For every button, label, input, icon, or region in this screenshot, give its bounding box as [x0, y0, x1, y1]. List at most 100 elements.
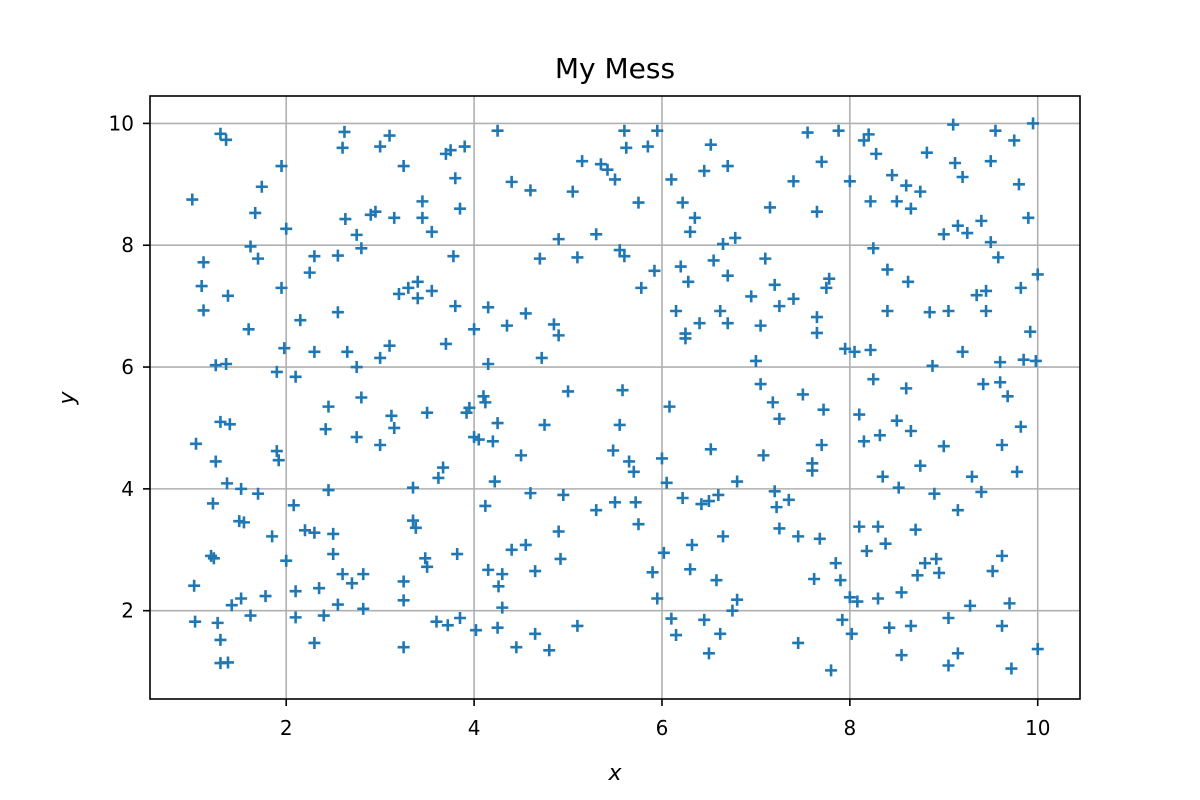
data-point	[796, 388, 809, 401]
data-point	[698, 164, 711, 177]
x-tick-label: 2	[280, 716, 293, 740]
data-point	[712, 488, 725, 501]
data-point	[270, 445, 283, 458]
data-point	[808, 573, 821, 586]
data-point	[221, 477, 234, 490]
data-point	[477, 390, 490, 403]
data-point	[278, 342, 291, 355]
data-point	[1031, 643, 1044, 656]
data-point	[407, 514, 420, 527]
axis-ticks: 2 4 6 8 10 2 4 6 8 10	[109, 111, 1051, 740]
data-point	[714, 305, 727, 318]
data-point	[388, 421, 401, 434]
data-point	[454, 202, 466, 215]
data-point	[392, 287, 405, 300]
data-point	[961, 227, 974, 240]
data-point	[684, 563, 697, 576]
data-point	[242, 323, 255, 336]
data-point	[613, 244, 626, 257]
data-point	[444, 144, 457, 157]
data-point	[620, 141, 633, 154]
data-point	[552, 329, 565, 342]
data-point	[616, 384, 629, 397]
data-point	[482, 358, 495, 370]
data-point	[782, 493, 795, 506]
data-point	[813, 532, 826, 545]
data-point	[336, 568, 349, 581]
data-point	[980, 284, 993, 297]
data-point	[820, 281, 833, 294]
data-point	[421, 406, 434, 419]
data-point	[397, 575, 410, 588]
data-point	[881, 263, 894, 276]
data-point	[857, 134, 870, 147]
data-point	[463, 401, 476, 414]
data-point	[496, 568, 509, 581]
data-point	[479, 499, 492, 512]
data-point	[670, 629, 683, 642]
data-point	[843, 591, 856, 604]
data-point	[853, 520, 866, 533]
data-point	[552, 233, 565, 246]
data-point	[451, 548, 464, 561]
data-point	[900, 179, 913, 192]
data-point	[686, 538, 699, 551]
data-point	[806, 457, 819, 470]
data-point	[189, 615, 202, 628]
data-point	[836, 613, 849, 626]
data-point	[1014, 281, 1027, 294]
data-point	[665, 612, 678, 625]
data-point	[220, 358, 233, 370]
data-point	[221, 656, 234, 669]
data-point	[275, 281, 288, 294]
data-point	[374, 439, 387, 452]
data-point	[965, 470, 978, 483]
data-point	[479, 396, 492, 409]
data-point	[792, 530, 805, 543]
data-point	[989, 124, 1002, 137]
data-point	[225, 599, 238, 612]
grid-lines	[150, 96, 1080, 699]
data-point	[468, 323, 481, 336]
data-point	[1017, 353, 1030, 366]
data-point	[679, 332, 692, 345]
data-point	[825, 664, 838, 677]
data-point	[704, 443, 717, 456]
data-point	[1008, 134, 1021, 147]
data-point	[397, 641, 410, 654]
data-point	[197, 304, 210, 317]
data-point	[714, 627, 727, 640]
data-point	[1027, 117, 1040, 130]
data-point	[676, 492, 689, 504]
data-point	[876, 470, 889, 483]
data-point	[519, 307, 532, 320]
data-point	[425, 284, 438, 297]
data-point	[623, 455, 636, 468]
data-point	[211, 616, 224, 629]
data-point	[651, 124, 664, 137]
data-point	[853, 408, 866, 421]
data-point	[571, 619, 584, 632]
data-point	[731, 475, 744, 488]
x-axis-label: x	[607, 761, 622, 786]
data-point	[951, 647, 964, 660]
data-point	[942, 611, 955, 624]
data-point	[839, 342, 852, 355]
data-point	[407, 481, 420, 494]
data-point	[223, 418, 236, 431]
data-point	[374, 351, 387, 364]
data-point	[220, 133, 233, 146]
data-point	[252, 487, 265, 500]
data-point	[975, 214, 988, 227]
x-tick-label: 4	[468, 716, 481, 740]
data-point	[627, 465, 640, 478]
data-point	[872, 592, 885, 605]
data-point	[754, 378, 767, 391]
data-point	[308, 526, 321, 539]
data-point	[214, 127, 227, 140]
data-point	[529, 565, 542, 578]
data-point	[810, 326, 823, 339]
data-point	[635, 281, 648, 294]
data-point	[289, 370, 302, 383]
